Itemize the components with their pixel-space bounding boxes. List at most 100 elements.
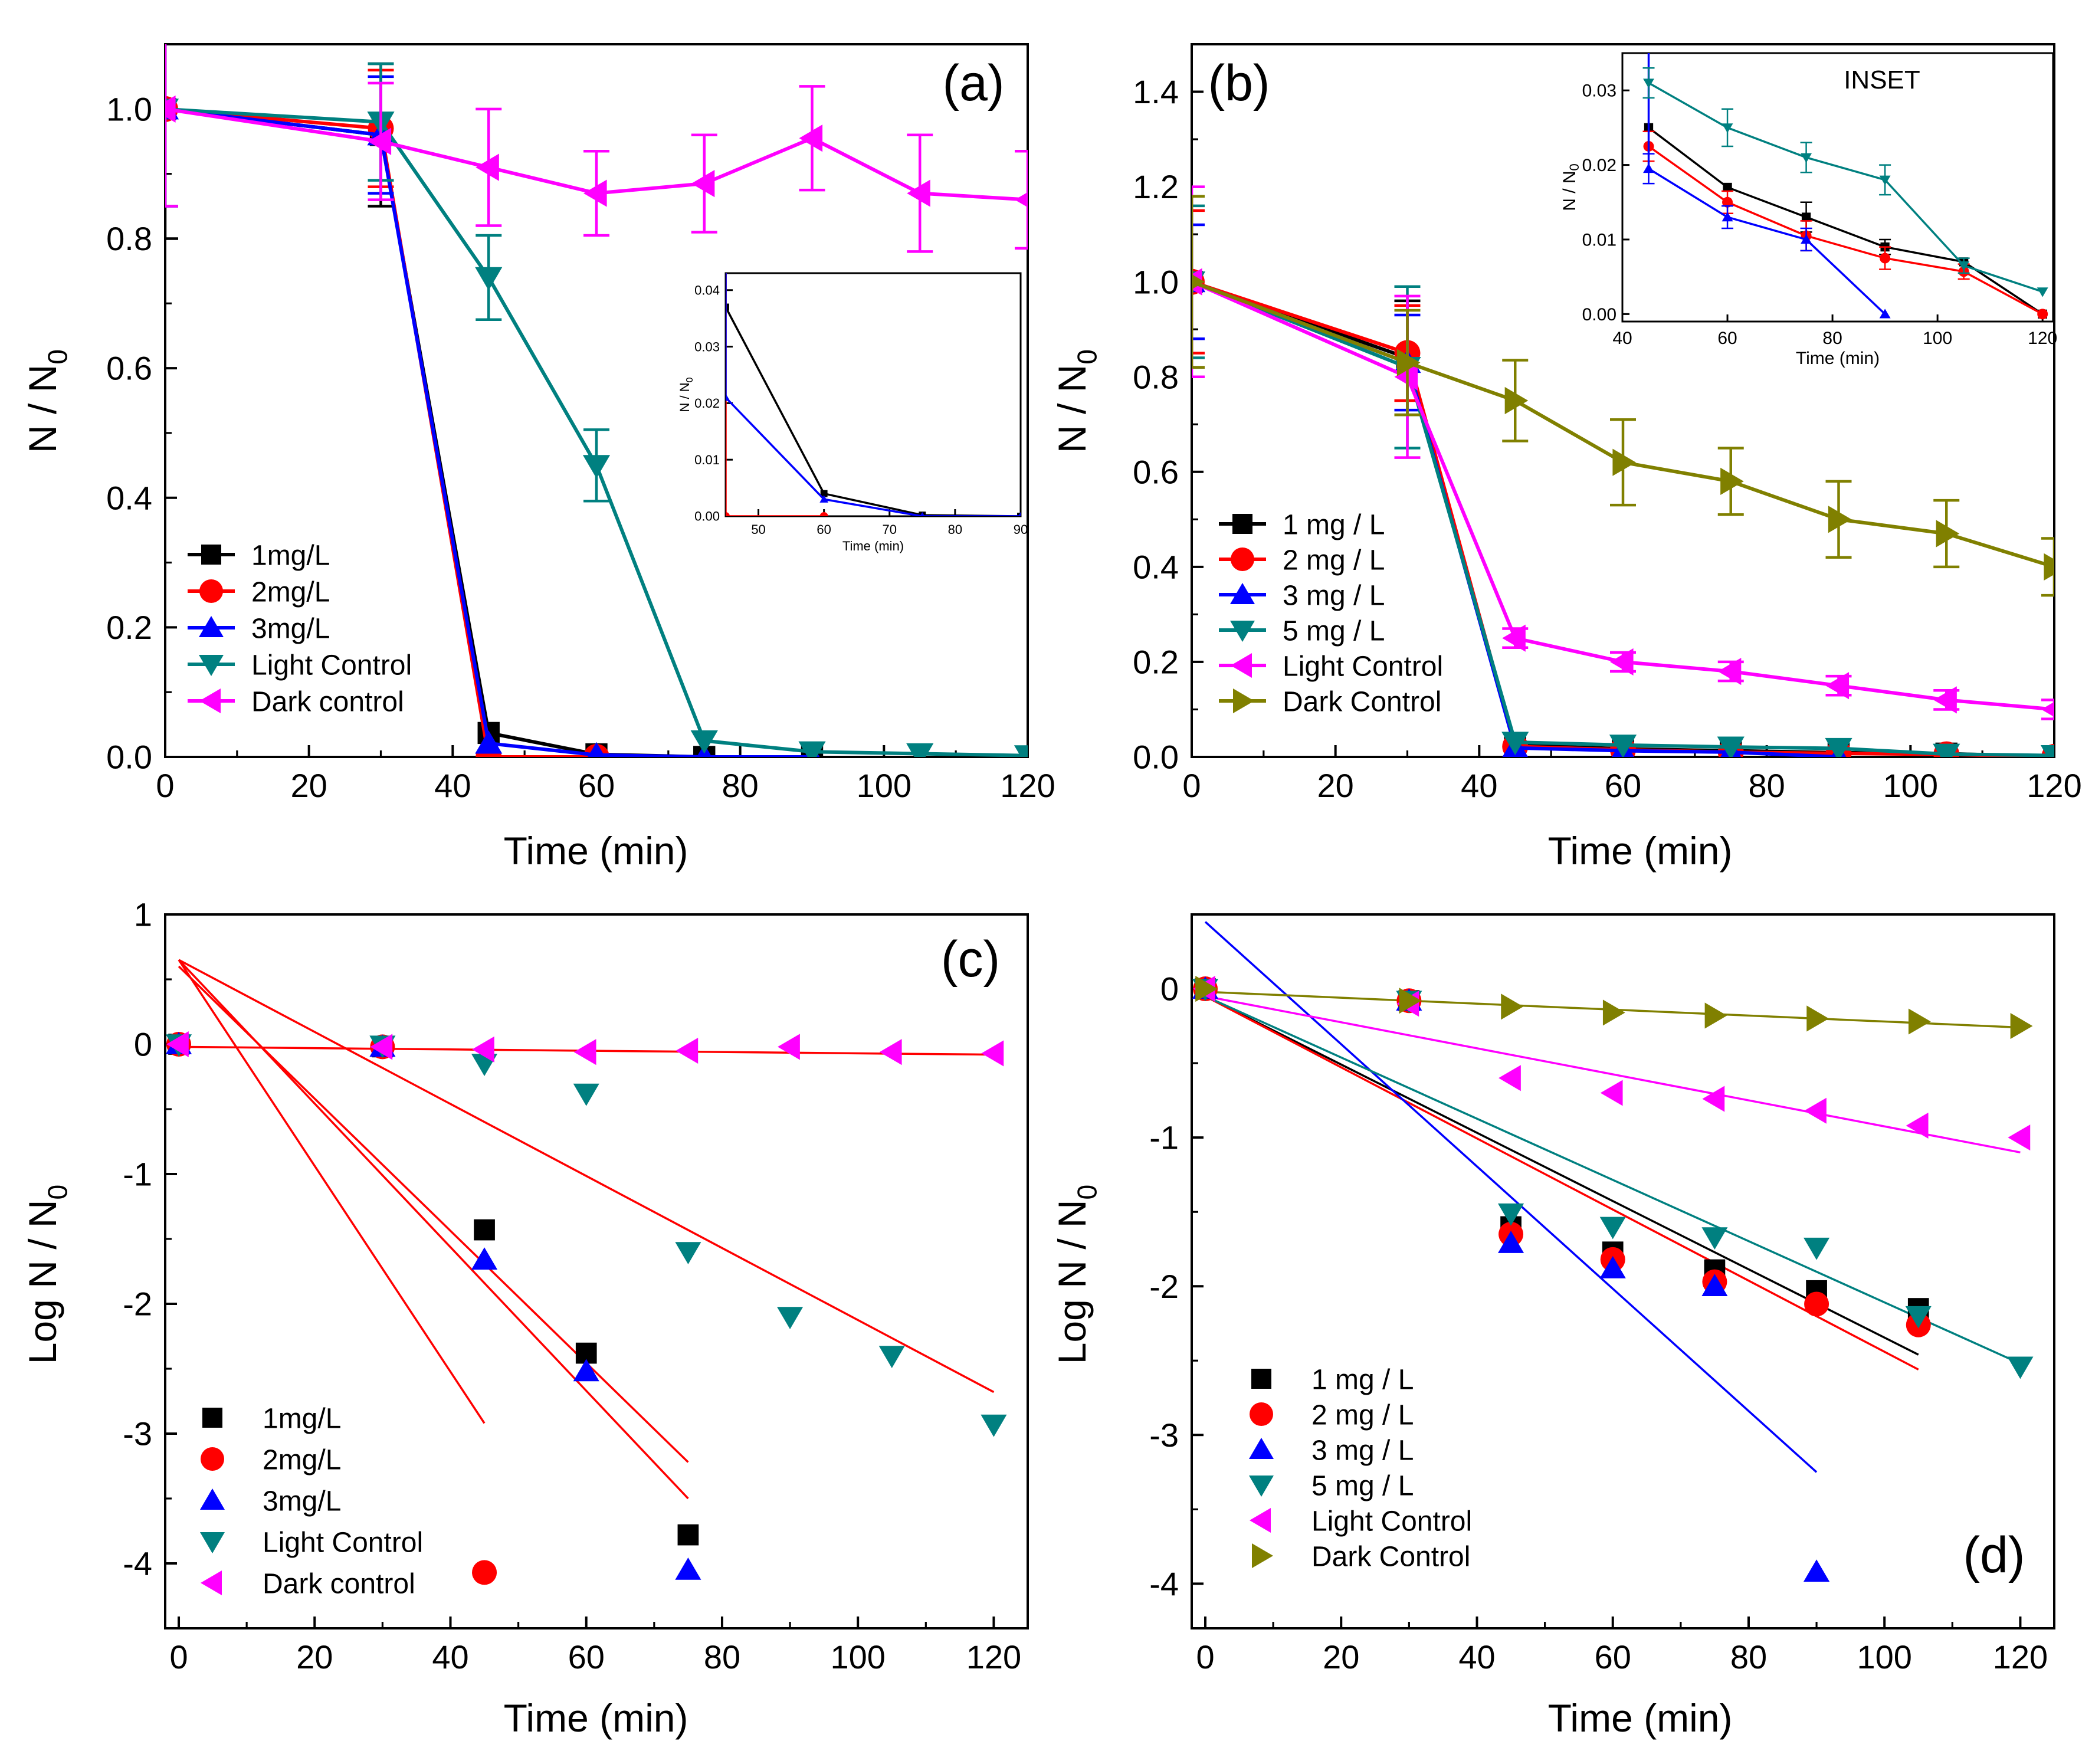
series-line xyxy=(165,107,812,757)
series-2-mg-l xyxy=(1642,130,2048,320)
series-5-mg-l xyxy=(1642,67,2048,297)
chart-panel-b: 0 20 40 60 80 100 120 0.0 0.2 0.4 0.6 0.8 1.0 1.2 1.4 T… xyxy=(1050,43,2082,873)
data-point xyxy=(1502,624,1526,652)
data-point xyxy=(165,95,176,123)
y-tick-label: 1.0 xyxy=(1133,263,1179,300)
legend-marker xyxy=(1232,514,1252,534)
series-line xyxy=(165,107,1028,202)
y-tick-label: 0.02 xyxy=(1582,156,1616,175)
series-line xyxy=(1648,145,2044,315)
y-tick-label: 0.6 xyxy=(1133,453,1179,490)
data-point xyxy=(1612,448,1636,476)
x-axis-label: Time (min) xyxy=(1548,829,1733,873)
series-dark-control xyxy=(1192,195,2054,597)
x-tick-label: 100 xyxy=(1857,1638,1911,1676)
data-point xyxy=(2037,309,2048,320)
data-point xyxy=(1801,212,1811,222)
legend-item: 1mg/L xyxy=(188,540,330,571)
y-tick-label: 0.4 xyxy=(1133,548,1179,585)
data-point xyxy=(166,1031,189,1058)
data-point xyxy=(676,1037,699,1064)
legend-marker xyxy=(200,1488,225,1510)
data-point xyxy=(2008,1124,2031,1151)
x-tick-label: 60 xyxy=(568,1638,605,1676)
legend-label: Dark control xyxy=(263,1568,415,1599)
x-tick-label: 100 xyxy=(830,1638,885,1676)
legend-label: 5 mg / L xyxy=(1311,1470,1414,1501)
data-point xyxy=(2007,1356,2034,1379)
legend-item: 1 mg / L xyxy=(1251,1364,1414,1395)
legend-marker xyxy=(1231,653,1252,678)
data-point xyxy=(1933,743,1960,757)
data-point xyxy=(472,1036,494,1063)
data-point xyxy=(1717,736,1745,757)
data-point xyxy=(1018,512,1021,516)
inset-x-axis-label: Time (min) xyxy=(842,539,904,553)
data-point xyxy=(691,170,715,198)
legend-item: Light Control xyxy=(1219,651,1443,682)
fit-line xyxy=(1205,995,2021,1154)
legend-item: 2mg/L xyxy=(188,576,330,608)
y-tick-label: 0.03 xyxy=(694,339,720,354)
series-light-control xyxy=(1192,185,2054,720)
legend-marker xyxy=(1249,1438,1274,1459)
y-tick-label: -1 xyxy=(123,1156,152,1193)
legend-label: 2 mg / L xyxy=(1311,1399,1414,1431)
data-point xyxy=(472,1560,497,1585)
legend: 1 mg / L 2 mg / L 3 mg / L 5 mg / L Light Co… xyxy=(1219,509,1443,717)
series-3-mg-l xyxy=(1642,53,1891,319)
y-tick-label: 0.00 xyxy=(1582,305,1616,324)
x-tick-label: 100 xyxy=(1883,767,1938,804)
data-point xyxy=(1192,274,1205,290)
data-point xyxy=(799,124,823,152)
data-point xyxy=(690,730,718,754)
y-tick-label: -3 xyxy=(123,1415,152,1452)
x-tick-label: 80 xyxy=(948,522,962,537)
y-tick-label: 0.01 xyxy=(1582,230,1616,250)
data-point xyxy=(1017,513,1021,516)
data-point xyxy=(879,1039,902,1065)
legend-marker xyxy=(201,1447,224,1471)
legend-marker xyxy=(200,1532,225,1553)
x-tick-label: 80 xyxy=(1822,329,1842,348)
fit-line xyxy=(1205,995,1919,1356)
data-point xyxy=(906,743,934,757)
data-point xyxy=(819,512,828,516)
inset-chart: 50 60 70 80 90 0.00 0.01 0.02 0.03 0.04 Time (min)… xyxy=(677,272,1028,553)
x-tick-label: 60 xyxy=(817,522,831,537)
legend-label: 3 mg / L xyxy=(1311,1435,1414,1466)
legend-item: 1 mg / L xyxy=(1219,509,1385,540)
data-point xyxy=(1195,975,1218,1002)
y-axis-label: N / N0 xyxy=(21,349,73,453)
y-tick-label: -2 xyxy=(1149,1268,1179,1305)
chart-panel-c: 0 20 40 60 80 100 120 1 0 -1 -2 -3 -4 Time (min) Log N… xyxy=(21,896,1029,1740)
x-tick-label: 70 xyxy=(883,522,897,537)
y-tick-label: -1 xyxy=(1149,1119,1179,1156)
fit-line xyxy=(178,959,486,1424)
data-point xyxy=(1498,1203,1524,1226)
data-point xyxy=(1723,182,1732,192)
data-point xyxy=(475,730,503,754)
data-point xyxy=(1717,657,1742,686)
data-point xyxy=(1879,175,1891,185)
legend-marker xyxy=(1230,621,1255,642)
series-1mg-l xyxy=(726,273,1021,516)
inset-title: INSET xyxy=(1844,65,1920,94)
x-tick-label: 120 xyxy=(1993,1638,2048,1676)
x-tick-label: 40 xyxy=(434,767,471,804)
y-tick-label: 0.8 xyxy=(1133,358,1179,395)
data-point xyxy=(583,179,607,207)
data-point xyxy=(1501,732,1529,756)
series-3mg-l xyxy=(165,1032,701,1580)
series-1-mg-l xyxy=(1195,978,1929,1319)
y-tick-label: -2 xyxy=(123,1286,152,1323)
legend-marker xyxy=(199,655,224,676)
data-point xyxy=(471,1247,498,1270)
x-axis-label: Time (min) xyxy=(504,829,688,873)
data-point xyxy=(1906,1112,1929,1139)
legend-label: Dark Control xyxy=(1283,686,1441,717)
data-point xyxy=(1014,745,1028,757)
legend-item: 2 mg / L xyxy=(1250,1399,1414,1431)
data-point xyxy=(1905,1306,1932,1329)
y-tick-label: 0.6 xyxy=(106,350,152,387)
